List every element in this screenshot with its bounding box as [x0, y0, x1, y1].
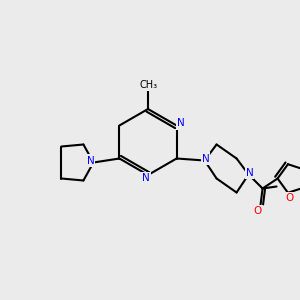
Text: N: N — [142, 173, 150, 183]
Text: N: N — [202, 154, 209, 164]
Text: N: N — [246, 167, 254, 178]
Text: O: O — [254, 206, 262, 217]
Text: N: N — [86, 155, 94, 166]
Text: O: O — [286, 193, 294, 203]
Text: CH₃: CH₃ — [140, 80, 158, 90]
Text: N: N — [177, 118, 184, 128]
